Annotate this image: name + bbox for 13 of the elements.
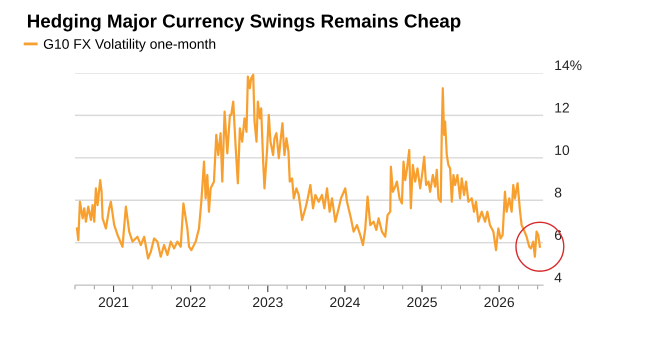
x-tick-label: 2023 — [253, 297, 283, 308]
y-tick-label: 4 — [554, 272, 562, 282]
x-tick-label: 2024 — [330, 297, 360, 308]
legend-label: G10 FX Volatility one-month — [44, 38, 216, 52]
y-tick-label: 10 — [555, 145, 570, 156]
y-tick-label: 8 — [554, 188, 562, 198]
x-tick-label: 2025 — [407, 297, 437, 308]
x-tick-label: 2026 — [484, 297, 514, 308]
x-tick-label: 2022 — [176, 297, 206, 308]
y-tick-label: 12 — [555, 102, 569, 112]
y-tick-label: 14% — [555, 60, 582, 70]
chart-title: Hedging Major Currency Swings Remains Cheap — [28, 14, 460, 32]
x-tick-label: 2021 — [98, 297, 128, 308]
